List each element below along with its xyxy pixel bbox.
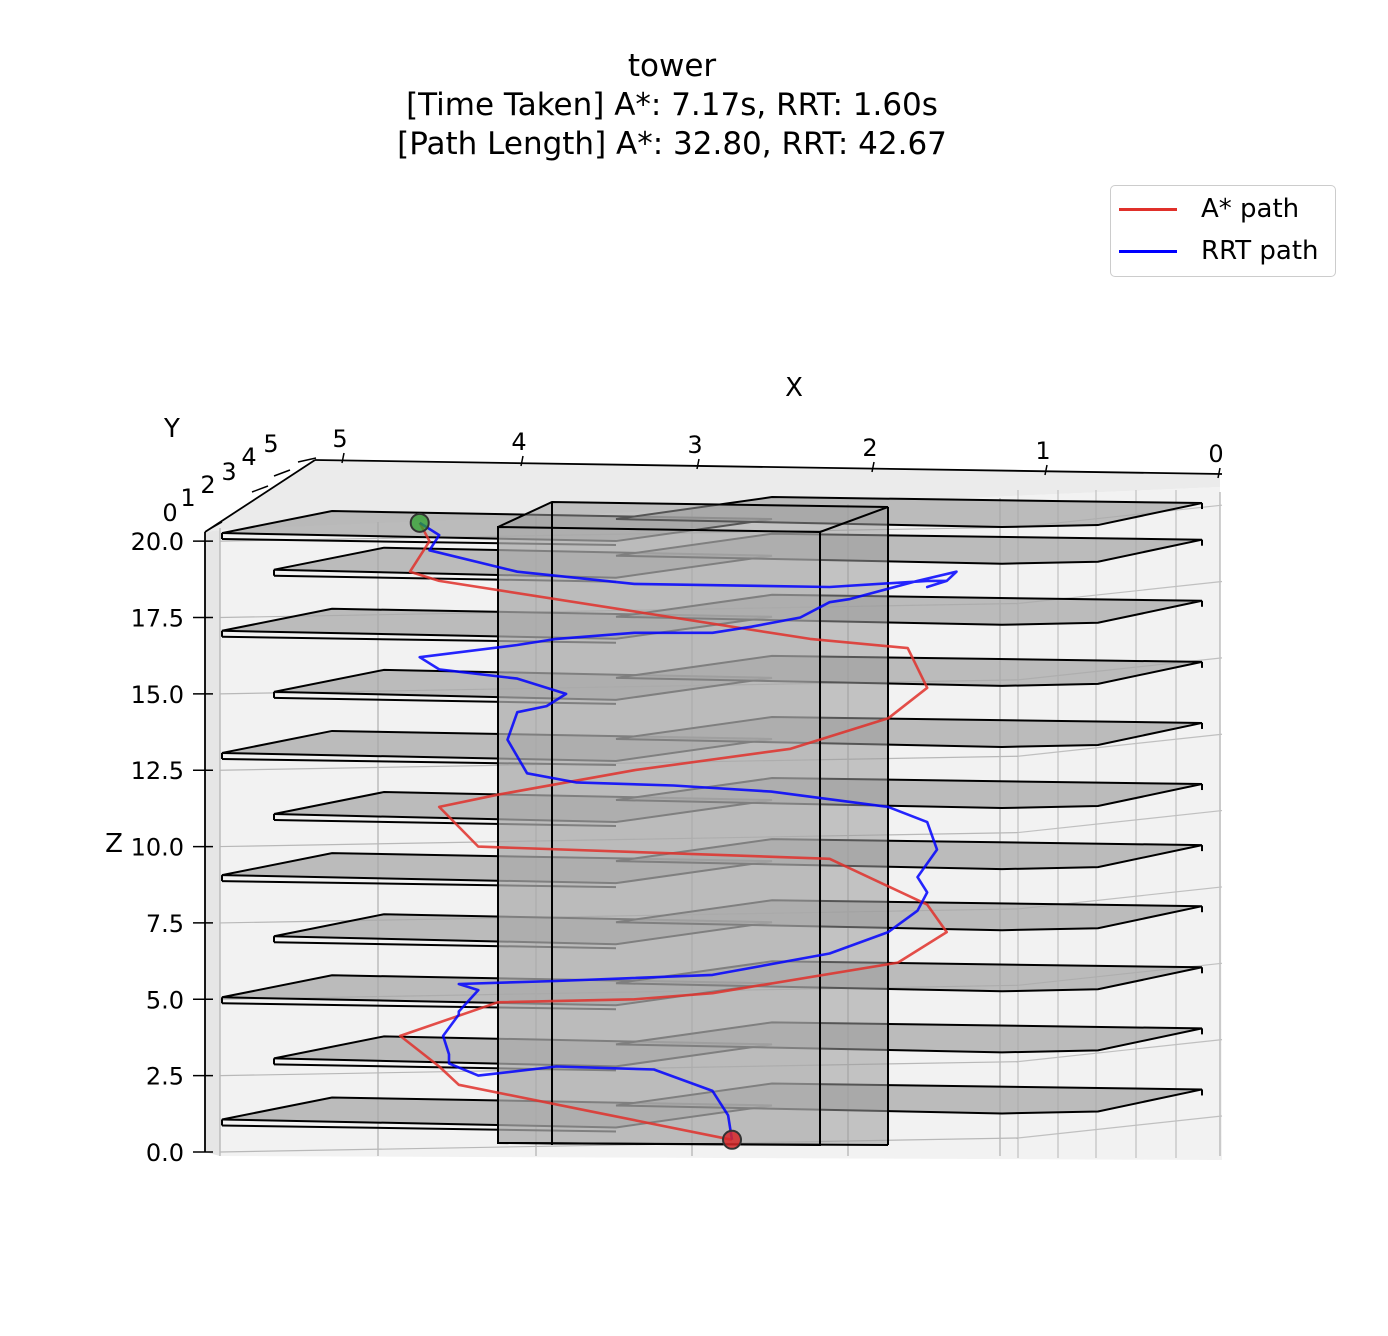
start-marker [722, 1129, 743, 1150]
x-tick [1217, 467, 1221, 479]
y-tick-label: 0 [162, 499, 177, 527]
chart-subtitle-length: [Path Length] A*: 32.80, RRT: 42.67 [397, 126, 947, 162]
obstacles [221, 496, 1203, 1147]
x-tick-label: 1 [1035, 437, 1050, 465]
y-tick [297, 457, 317, 463]
z-tick-label: 17.5 [131, 605, 184, 633]
z-tick-label: 10.0 [131, 834, 184, 862]
tower-top [497, 500, 889, 533]
tower-front [497, 525, 821, 1147]
y-tick-label: 1 [180, 484, 195, 512]
z-tick-label: 7.5 [146, 910, 184, 938]
legend-item-rrt: RRT path [1119, 236, 1319, 266]
grid-horizontal-side [1017, 733, 1223, 757]
grid-horizontal-side [1017, 809, 1223, 834]
z-tick-label: 12.5 [131, 757, 184, 785]
paths [398, 521, 958, 1142]
y-tick-label: 3 [221, 458, 236, 486]
astar-path-line [398, 522, 949, 1142]
legend-swatch-rrt [1119, 249, 1177, 253]
z-tick-label: 20.0 [131, 528, 184, 556]
x-axis-line [314, 459, 1223, 475]
z-axis-label: Z [105, 829, 123, 859]
x-tick [520, 455, 524, 467]
grid-horizontal-side [1017, 1039, 1223, 1063]
y-tick [251, 485, 269, 493]
left-pane [205, 530, 220, 1156]
x-tick [696, 458, 700, 470]
legend-swatch-astar [1119, 207, 1177, 211]
grid-horizontal-side [1017, 1115, 1223, 1139]
x-tick-label: 4 [511, 428, 526, 456]
x-axis-label: X [785, 373, 803, 403]
y-tick [273, 469, 291, 477]
y-tick [207, 521, 223, 531]
chart-subtitle-time: [Time Taken] A*: 7.17s, RRT: 1.60s [406, 87, 938, 123]
chart-title: tower [627, 48, 717, 84]
x-tick-label: 5 [332, 425, 347, 453]
z-tick-label: 2.5 [146, 1063, 184, 1091]
legend-label-rrt: RRT path [1201, 236, 1319, 266]
z-tick-label: 15.0 [131, 681, 184, 709]
y-axis-line [204, 459, 316, 533]
y-tick-label: 2 [200, 471, 215, 499]
y-tick-label: 5 [263, 430, 278, 458]
legend: A* path RRT path [1110, 185, 1336, 277]
legend-label-astar: A* path [1201, 194, 1300, 224]
rrt-path-line [418, 521, 958, 1141]
y-tick-label: 4 [241, 443, 256, 471]
z-tick-label: 5.0 [146, 986, 184, 1014]
x-tick-label: 0 [1208, 440, 1223, 468]
tower-body [498, 502, 888, 1145]
x-tick [1044, 464, 1048, 476]
x-tick [871, 461, 875, 473]
y-axis-label: Y [163, 414, 180, 444]
x-tick [341, 452, 345, 464]
goal-marker [409, 512, 430, 533]
legend-item-astar: A* path [1119, 194, 1299, 224]
axis-lines [204, 459, 1223, 1152]
tower-base [497, 1142, 889, 1146]
z-tick-label: 0.0 [146, 1139, 184, 1167]
x-tick-label: 3 [687, 431, 702, 459]
tick-labels: 0.02.55.07.510.012.515.017.520.001234501… [131, 425, 1224, 1167]
markers [409, 512, 743, 1150]
x-tick-label: 2 [862, 434, 877, 462]
